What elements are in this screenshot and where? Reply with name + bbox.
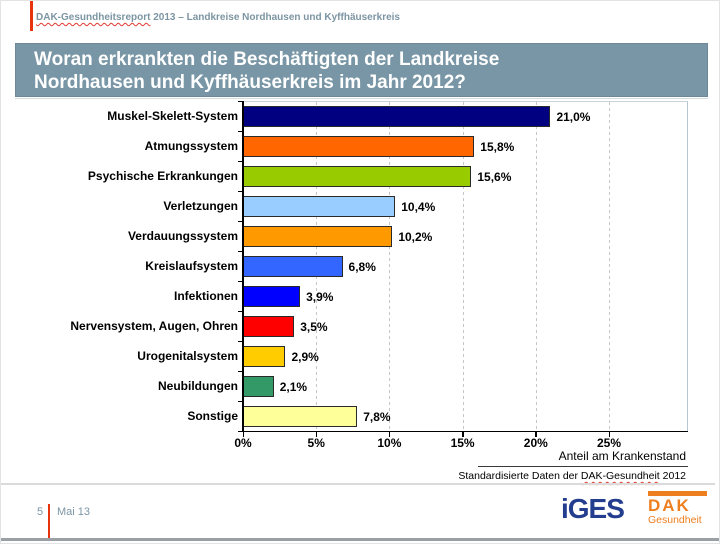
bar-value-label: 15,8% xyxy=(480,140,515,154)
dak-logo-word: DAK xyxy=(648,495,691,515)
footer-date: Mai 13 xyxy=(57,506,91,518)
category-label: Verletzungen xyxy=(163,199,238,213)
y-axis-tick xyxy=(238,400,243,402)
bar xyxy=(243,106,551,127)
category-label: Atmungssystem xyxy=(144,139,238,153)
bar-value-label: 6,8% xyxy=(348,260,376,274)
header-report-name: DAK-Gesundheitsreport xyxy=(36,12,151,23)
x-tick-label: 0% xyxy=(234,436,252,450)
slide-title-line2: Nordhausen und Kyffhäuserkreis im Jahr 2… xyxy=(34,72,466,93)
bar xyxy=(243,136,475,157)
x-tick-label: 5% xyxy=(307,436,325,450)
y-axis-tick xyxy=(238,130,243,132)
x-tick-label: 10% xyxy=(377,436,402,450)
bar-value-label: 3,5% xyxy=(300,320,328,334)
chart-frame-line xyxy=(15,98,708,99)
bar-value-label: 15,6% xyxy=(477,170,512,184)
gridline xyxy=(609,102,610,432)
x-axis xyxy=(238,430,688,432)
dak-logo-bar xyxy=(648,491,707,496)
plot-area: 21,0% 15,8% 15,6% 10,4% 10,2% 6,8% 3,9% 3,5% 2,9… xyxy=(243,101,688,432)
category-label: Infektionen xyxy=(173,289,238,303)
x-tick-label: 15% xyxy=(450,436,475,450)
y-axis xyxy=(242,101,244,432)
slide-header: DAK-Gesundheitsreport 2013 – Landkreise … xyxy=(36,12,400,23)
source-divider xyxy=(478,466,688,467)
y-axis-tick xyxy=(238,310,243,312)
y-axis-tick xyxy=(238,340,243,342)
category-label: Sonstige xyxy=(187,409,238,423)
bar-value-label: 10,2% xyxy=(398,230,433,244)
dak-logo: DAK Gesundheit xyxy=(648,491,708,526)
x-axis-tick xyxy=(535,432,537,437)
bar xyxy=(243,346,286,367)
category-label: Psychische Erkrankungen xyxy=(87,169,238,183)
header-report-rest: 2013 – Landkreise Nordhausen und Kyffhäu… xyxy=(150,12,400,23)
y-axis-tick xyxy=(238,250,243,252)
iges-logo: iGES xyxy=(561,493,625,524)
gridline xyxy=(389,102,391,432)
slide-title-bar: Woran erkrankten die Beschäftigten der L… xyxy=(15,43,708,97)
y-axis-tick xyxy=(238,100,243,102)
bar xyxy=(243,196,396,217)
bar-value-label: 3,9% xyxy=(306,290,334,304)
bar-value-label: 10,4% xyxy=(401,200,436,214)
bottom-border xyxy=(1,538,719,541)
category-labels: Muskel-Skelett-System Atmungssystem Psychi… xyxy=(1,101,238,431)
y-axis-tick xyxy=(238,280,243,282)
category-label: Urogenitalsystem xyxy=(137,349,238,363)
x-axis-tick xyxy=(388,432,391,437)
y-axis-tick xyxy=(238,160,243,162)
source-suffix: 2012 xyxy=(659,470,686,482)
x-axis-tick xyxy=(608,432,610,437)
category-label: Neubildungen xyxy=(158,379,238,393)
category-label: Muskel-Skelett-System xyxy=(107,109,238,123)
gridline xyxy=(462,102,464,432)
y-axis-tick xyxy=(238,370,243,372)
header-red-divider xyxy=(30,1,33,31)
x-tick-label: 20% xyxy=(523,436,548,450)
bar xyxy=(243,226,393,247)
y-axis-tick xyxy=(238,430,243,432)
bar xyxy=(243,256,343,277)
source-prefix: Standardisierte Daten der xyxy=(458,470,581,482)
footer-red-divider xyxy=(48,504,50,541)
bar xyxy=(243,286,301,307)
x-axis-tick xyxy=(315,432,318,437)
x-axis-tick xyxy=(462,432,464,437)
gridline xyxy=(535,102,537,432)
x-tick-labels: 0% 5% 10% 15% 20% 25% xyxy=(234,436,688,452)
page-number: 5 xyxy=(37,506,44,518)
x-axis-tick xyxy=(242,432,244,437)
x-tick-label: 25% xyxy=(596,436,622,450)
bar xyxy=(243,376,274,397)
category-label: Nervensystem, Augen, Ohren xyxy=(70,319,238,333)
category-label: Kreislaufsystem xyxy=(145,259,238,273)
bar-value-label: 7,8% xyxy=(363,410,391,424)
source-note: Standardisierte Daten der DAK-Gesundheit… xyxy=(458,470,686,482)
footer-divider xyxy=(1,483,715,485)
bar-value-label: 21,0% xyxy=(556,110,591,124)
bar xyxy=(243,316,295,337)
bar xyxy=(243,406,358,427)
bar-value-label: 2,1% xyxy=(279,380,308,394)
slide-title-line1: Woran erkrankten die Beschäftigten der L… xyxy=(34,49,500,70)
category-label: Verdauungssystem xyxy=(127,229,238,243)
bar-value-label: 2,9% xyxy=(291,350,319,364)
dak-logo-subtitle: Gesundheit xyxy=(648,513,702,526)
source-dak-link: DAK-Gesundheit xyxy=(580,470,660,482)
y-axis-tick xyxy=(238,220,243,222)
bar xyxy=(243,166,472,187)
x-axis-title: Anteil am Krankenstand xyxy=(558,449,686,463)
y-axis-tick xyxy=(238,190,243,192)
